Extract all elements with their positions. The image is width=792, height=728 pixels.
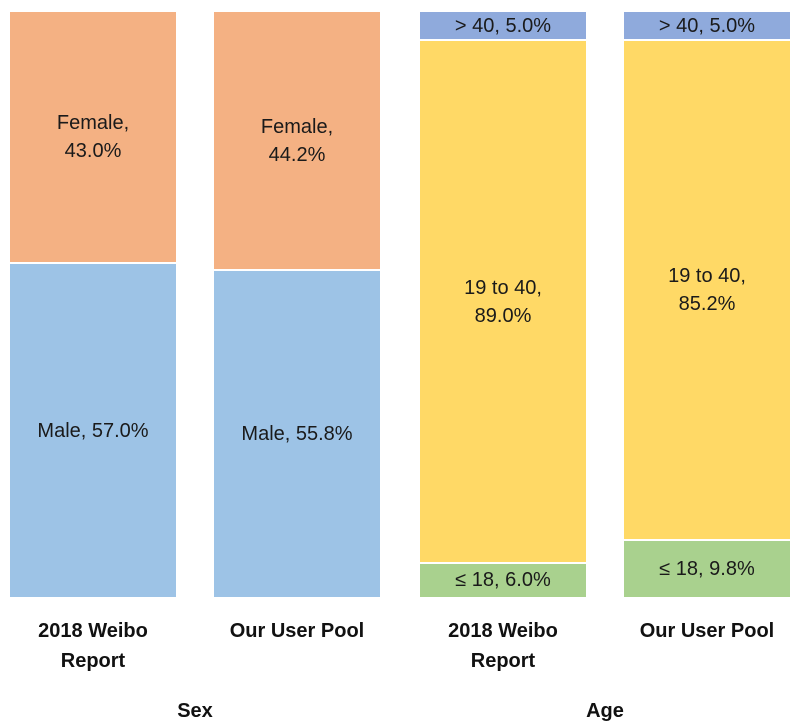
data-label: Male, 57.0% (37, 419, 149, 442)
data-label: Female, 44.2% (260, 115, 334, 166)
bar-segment: > 40, 5.0% (624, 10, 790, 40)
x-tick-label: 2018 Weibo Report (38, 620, 148, 672)
group-title: Sex (177, 700, 213, 722)
bar-segment: > 40, 5.0% (420, 10, 586, 40)
data-label: Female, 43.0% (56, 112, 130, 163)
bar-segment: 19 to 40, 85.2% (624, 39, 790, 540)
group-title: Age (586, 700, 624, 722)
bar-segment: Female, 43.0% (10, 10, 176, 263)
data-label: ≤ 18, 6.0% (455, 569, 551, 592)
data-label: 19 to 40, 89.0% (464, 276, 542, 327)
data-label: Male, 55.8% (241, 423, 353, 446)
bar-segment: Male, 55.8% (214, 269, 380, 597)
bar-segment: ≤ 18, 6.0% (420, 561, 586, 597)
bar-segment: Male, 57.0% (10, 262, 176, 597)
bar-segment: ≤ 18, 9.8% (624, 539, 790, 597)
x-tick-label: Our User Pool (229, 620, 365, 642)
bar-segment: 19 to 40, 89.0% (420, 39, 586, 562)
x-tick-label: Our User Pool (639, 620, 775, 642)
data-label: > 40, 5.0% (454, 14, 552, 37)
x-tick-label: 2018 Weibo Report (448, 620, 558, 672)
data-label: > 40, 5.0% (658, 14, 756, 37)
data-label: 19 to 40, 85.2% (668, 265, 746, 316)
bar-segment: Female, 44.2% (214, 10, 380, 270)
data-label: ≤ 18, 9.8% (659, 558, 755, 581)
